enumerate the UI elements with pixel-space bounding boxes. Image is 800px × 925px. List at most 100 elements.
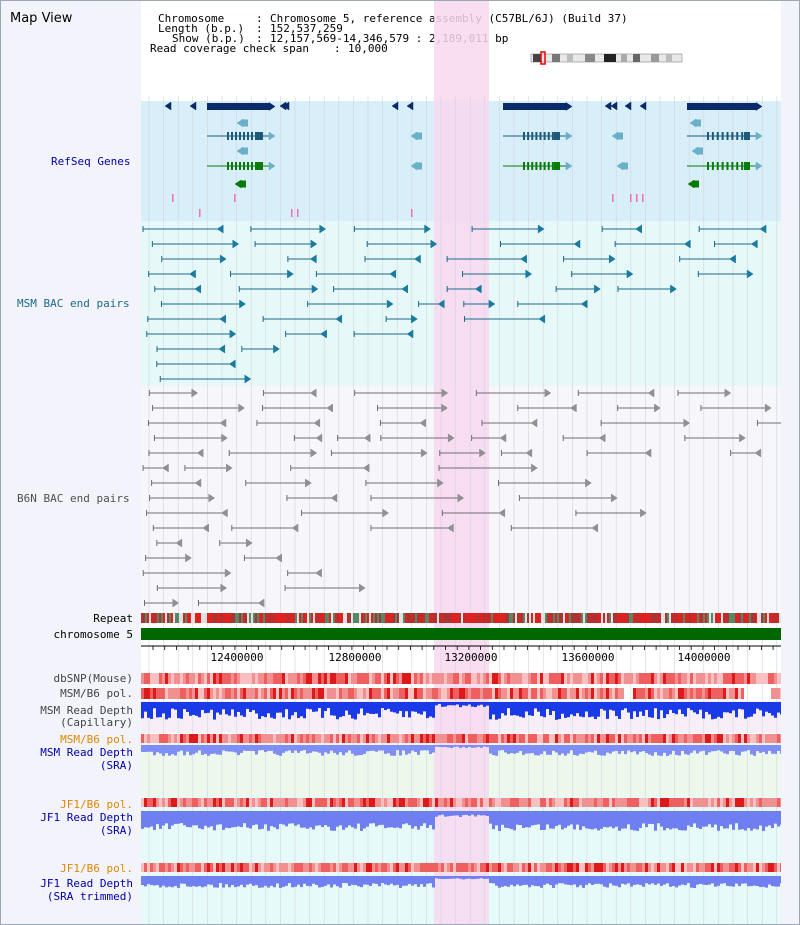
- pol-cell: [672, 734, 675, 743]
- pol-cell: [534, 673, 537, 684]
- pol-cell: [453, 734, 456, 743]
- repeat-segment: [775, 613, 777, 623]
- depth-bar: [183, 876, 186, 884]
- repeat-segment: [507, 613, 509, 623]
- depth-bar: [303, 702, 306, 719]
- pol-cell: [246, 673, 249, 684]
- depth-bar: [717, 876, 720, 886]
- msm-b6-pol-label: MSM/B6 pol.: [60, 687, 133, 700]
- pol-cell: [381, 863, 384, 872]
- depth-bar: [240, 745, 243, 753]
- repeat-segment: [421, 613, 423, 623]
- pol-cell: [618, 688, 621, 699]
- pol-cell: [222, 863, 225, 872]
- depth-bar: [729, 811, 732, 825]
- msm-bac-pairs-track[interactable]: [142, 224, 767, 384]
- b6n-bac-pairs-track[interactable]: [142, 388, 781, 608]
- repeat-segment: [499, 613, 501, 623]
- pol-cell: [294, 734, 297, 743]
- pol-cell: [768, 734, 771, 743]
- pol-cell: [537, 863, 540, 872]
- depth-bar: [183, 811, 186, 826]
- pol-cell: [225, 673, 228, 684]
- depth-bar: [384, 702, 387, 711]
- pol-cell: [216, 688, 219, 699]
- pol-cell: [363, 863, 366, 872]
- pol-cell: [510, 688, 513, 699]
- pol-cell: [627, 734, 630, 743]
- pol-cell: [444, 734, 447, 743]
- strand-arrow: [531, 463, 538, 473]
- depth-bar: [543, 811, 546, 830]
- depth-bar: [654, 745, 657, 753]
- pol-cell: [234, 688, 237, 699]
- polymorphism-tracks[interactable]: [141, 673, 781, 872]
- pol-cell: [414, 798, 417, 807]
- repeat-segment: [219, 613, 221, 623]
- depth-bar: [276, 745, 279, 755]
- strand-arrow: [639, 101, 647, 111]
- depth-bar: [258, 745, 261, 751]
- pol-cell: [234, 734, 237, 743]
- read-depth-tracks[interactable]: [141, 702, 781, 888]
- pol-cell: [438, 734, 441, 743]
- depth-bar: [396, 876, 399, 885]
- chromosome-bar[interactable]: [141, 628, 781, 640]
- pol-cell: [570, 734, 573, 743]
- depth-bar: [660, 811, 663, 827]
- repeat-segment: [257, 613, 259, 623]
- chromosome-ideogram[interactable]: [530, 51, 683, 65]
- repeat-track[interactable]: [141, 613, 781, 623]
- depth-bar: [522, 876, 525, 885]
- pol-cell: [639, 734, 642, 743]
- depth-bar: [777, 811, 780, 827]
- repeat-segment: [763, 613, 765, 623]
- repeat-segment: [399, 613, 401, 623]
- pol-cell: [387, 863, 390, 872]
- depth-bar: [231, 876, 234, 885]
- repeat-segment: [415, 613, 417, 623]
- pol-cell: [468, 734, 471, 743]
- depth-bar: [528, 745, 531, 754]
- pol-cell: [768, 673, 771, 684]
- pol-cell: [525, 734, 528, 743]
- highlight-region[interactable]: [434, 1, 489, 924]
- depth-bar: [441, 876, 444, 880]
- pol-cell: [327, 734, 330, 743]
- depth-bar: [321, 876, 324, 887]
- pol-cell: [345, 734, 348, 743]
- pol-cell: [339, 863, 342, 872]
- pol-cell: [741, 734, 744, 743]
- pol-cell: [264, 798, 267, 807]
- exon: [527, 132, 530, 140]
- pol-cell: [714, 734, 717, 743]
- exon: [539, 132, 542, 140]
- depth-bar: [246, 702, 249, 709]
- pol-cell: [144, 863, 147, 872]
- repeat-segment: [327, 613, 329, 623]
- repeat-segment: [379, 613, 381, 623]
- repeat-segment: [631, 613, 633, 623]
- depth-bar: [588, 702, 591, 718]
- genome-browser-canvas[interactable]: [141, 1, 781, 924]
- repeat-segment: [227, 613, 229, 623]
- depth-bar: [579, 811, 582, 830]
- depth-bar: [669, 811, 672, 830]
- pol-cell: [483, 863, 486, 872]
- depth-bar: [624, 876, 627, 885]
- exon: [243, 162, 245, 170]
- depth-bar: [579, 745, 582, 754]
- pol-cell: [507, 798, 510, 807]
- strand-arrow: [313, 418, 321, 428]
- depth-bar: [462, 745, 465, 747]
- repeat-segment: [511, 613, 513, 623]
- strand-arrow: [315, 433, 323, 443]
- depth-bar: [606, 876, 609, 888]
- pol-cell: [726, 734, 729, 743]
- refseq-genes-track[interactable]: [164, 101, 763, 217]
- strand-arrow: [208, 493, 216, 503]
- repeat-segment: [241, 613, 243, 623]
- depth-bar: [147, 811, 150, 828]
- strand-arrow: [654, 403, 661, 413]
- depth-bar: [564, 876, 567, 885]
